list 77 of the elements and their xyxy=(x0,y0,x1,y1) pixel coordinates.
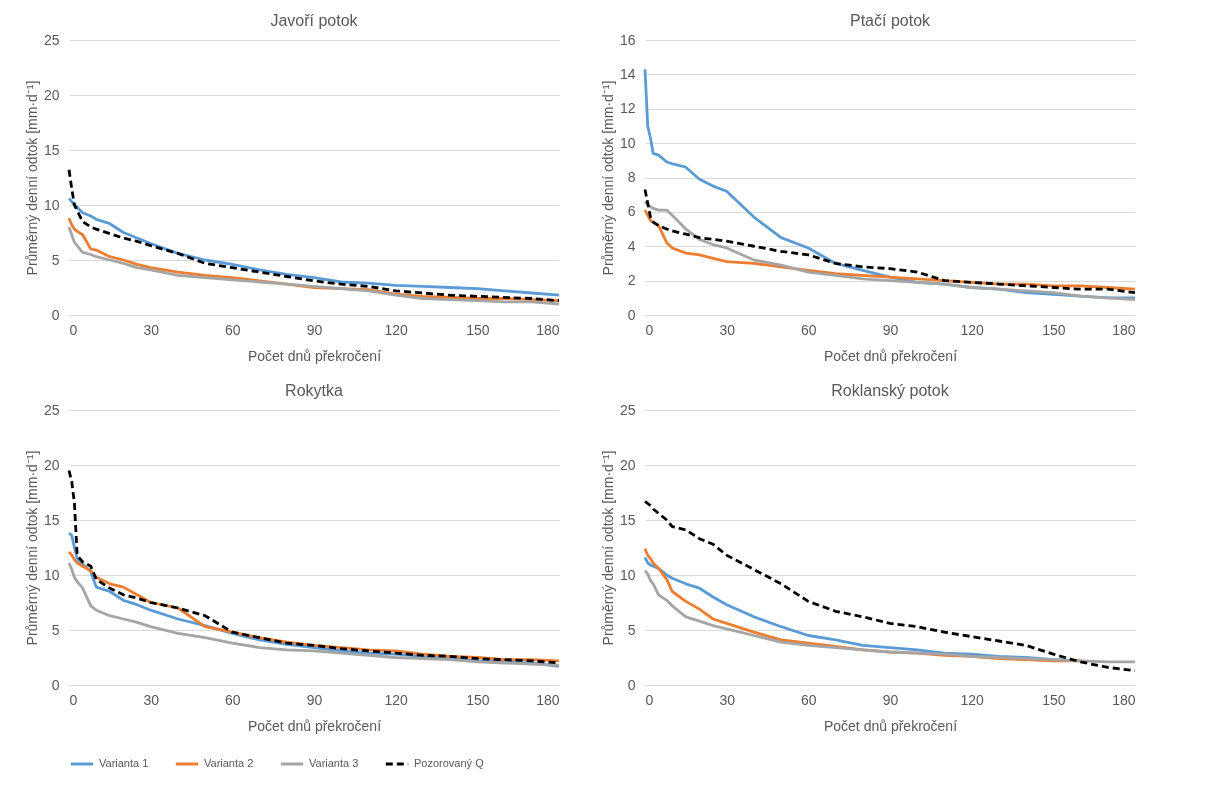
y-tick-label: 4 xyxy=(627,237,636,254)
x-tick-label: 0 xyxy=(69,691,78,708)
y-axis-title: Průměrný denní odtok [mm·d⁻¹] xyxy=(599,450,616,646)
legend-label: Varianta 3 xyxy=(309,757,359,769)
y-tick-label: 15 xyxy=(43,141,60,158)
y-tick-label: 20 xyxy=(619,456,636,473)
y-tick-label: 10 xyxy=(619,566,636,583)
y-tick-label: 5 xyxy=(51,251,60,268)
x-axis-title: Počet dnů překročení xyxy=(823,347,958,364)
x-tick-label: 180 xyxy=(536,691,560,708)
y-tick-label: 0 xyxy=(627,306,636,323)
x-tick-label: 120 xyxy=(384,321,409,338)
y-tick-label: 10 xyxy=(43,196,60,213)
chart-title: Ptačí potok xyxy=(849,12,932,29)
x-tick-label: 90 xyxy=(882,321,899,338)
y-tick-label: 0 xyxy=(627,676,636,693)
x-axis-title: Počet dnů překročení xyxy=(247,717,382,734)
chart-title: Javoří potok xyxy=(270,12,359,29)
y-tick-label: 20 xyxy=(43,86,60,103)
x-tick-label: 0 xyxy=(645,321,654,338)
y-tick-label: 2 xyxy=(627,272,636,289)
legend-label: Varianta 1 xyxy=(99,757,149,769)
y-tick-label: 12 xyxy=(619,100,636,117)
x-tick-label: 180 xyxy=(536,321,560,338)
y-tick-label: 15 xyxy=(43,511,60,528)
x-tick-label: 120 xyxy=(384,691,409,708)
line-series xyxy=(643,499,1137,673)
x-tick-label: 90 xyxy=(882,691,899,708)
x-tick-label: 60 xyxy=(225,691,241,708)
x-tick-label: 180 xyxy=(1112,691,1136,708)
x-tick-label: 90 xyxy=(306,691,323,708)
x-axis-title: Počet dnů překročení xyxy=(247,347,382,364)
x-tick-label: 30 xyxy=(719,321,736,338)
line-series xyxy=(67,197,561,297)
y-tick-label: 0 xyxy=(51,676,60,693)
line-series xyxy=(643,569,1137,664)
x-tick-label: 120 xyxy=(960,691,985,708)
y-tick-label: 0 xyxy=(51,306,60,323)
x-tick-label: 60 xyxy=(225,321,241,338)
y-tick-label: 14 xyxy=(619,65,636,82)
y-tick-label: 16 xyxy=(619,31,636,48)
x-tick-label: 0 xyxy=(69,321,78,338)
y-tick-label: 25 xyxy=(619,401,636,418)
x-tick-label: 150 xyxy=(1042,321,1066,338)
legend-label: Varianta 2 xyxy=(204,757,254,769)
chart-title: Roklanský potok xyxy=(831,382,950,399)
x-axis-title: Počet dnů překročení xyxy=(823,717,958,734)
x-tick-label: 30 xyxy=(143,691,160,708)
legend-label: Pozorovaný Q xyxy=(414,757,485,769)
x-tick-label: 60 xyxy=(801,691,817,708)
line-series xyxy=(67,168,561,303)
y-tick-label: 8 xyxy=(627,169,636,185)
x-tick-label: 150 xyxy=(1042,691,1066,708)
line-series xyxy=(643,200,1137,301)
x-tick-label: 120 xyxy=(960,321,985,338)
y-tick-label: 15 xyxy=(619,511,636,528)
x-tick-label: 30 xyxy=(143,321,160,338)
y-tick-label: 10 xyxy=(619,134,636,151)
x-tick-label: 180 xyxy=(1112,321,1136,338)
y-axis-title: Průměrný denní odtok [mm·d⁻¹] xyxy=(23,450,40,646)
y-tick-label: 5 xyxy=(51,621,60,638)
y-tick-label: 6 xyxy=(627,203,636,220)
x-tick-label: 60 xyxy=(801,321,817,338)
x-tick-label: 150 xyxy=(466,691,490,708)
x-tick-label: 150 xyxy=(466,321,490,338)
x-tick-label: 0 xyxy=(645,691,654,708)
y-tick-label: 5 xyxy=(627,621,636,638)
y-tick-label: 25 xyxy=(43,31,60,48)
y-tick-label: 20 xyxy=(43,456,60,473)
line-series xyxy=(643,188,1137,295)
x-tick-label: 90 xyxy=(306,321,323,338)
chart-title: Rokytka xyxy=(285,382,343,399)
y-axis-title: Průměrný denní odtok [mm·d⁻¹] xyxy=(599,80,616,276)
y-tick-label: 10 xyxy=(43,566,60,583)
y-axis-title: Průměrný denní odtok [mm·d⁻¹] xyxy=(23,80,40,276)
y-tick-label: 25 xyxy=(43,401,60,418)
x-tick-label: 30 xyxy=(719,691,736,708)
